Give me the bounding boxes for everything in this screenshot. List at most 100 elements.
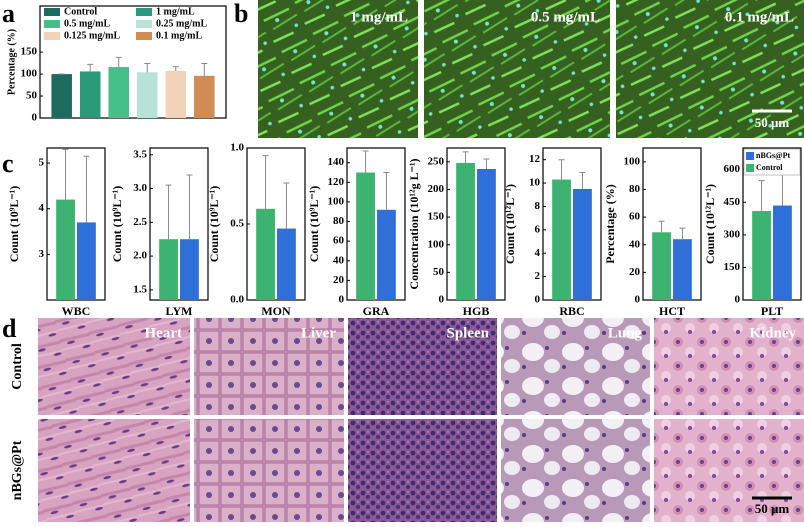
legend-swatch	[136, 20, 152, 28]
histology-image	[501, 419, 650, 522]
image-label: 0.1 mg/mL	[725, 9, 794, 25]
error-bar	[262, 155, 269, 209]
legend-label: 0.1 mg/mL	[156, 30, 202, 41]
y-tick-label: 1.5	[133, 283, 147, 295]
histology-image	[38, 318, 190, 415]
histology-image	[348, 318, 497, 415]
legend-label: 0.5 mg/mL	[64, 18, 110, 29]
y-tick-label: 20	[333, 274, 345, 286]
error-bar	[115, 56, 122, 68]
y-tick-label: 50	[26, 90, 38, 102]
y-tick-label: 100	[328, 195, 345, 207]
plot-frame	[149, 147, 209, 301]
error-bar	[658, 220, 665, 233]
scale-bar-label: 50 μm	[755, 501, 790, 516]
x-category-label: GRA	[363, 304, 390, 318]
y-tick-label: 150	[724, 261, 741, 273]
legend-swatch	[44, 32, 60, 40]
y-axis-label: Count (10⁹L⁻¹)	[307, 186, 321, 263]
histology-image	[501, 318, 650, 415]
error-bar	[462, 151, 469, 163]
plot-frame	[742, 147, 802, 301]
legend-label: Control	[64, 6, 97, 17]
x-category-label: PLT	[761, 304, 783, 318]
x-category-label: HCT	[659, 304, 685, 318]
plot-frame	[39, 5, 227, 119]
histology-image	[654, 318, 804, 415]
legend-swatch	[44, 20, 60, 28]
y-tick-label: 50	[433, 266, 445, 278]
legend-swatch	[136, 32, 152, 40]
y-tick-label: 3.5	[133, 148, 147, 160]
legend-label: Control	[756, 163, 783, 172]
histology-image	[654, 419, 804, 522]
y-axis-label: Count (10⁹L⁻¹)	[7, 186, 21, 263]
error-bar	[201, 63, 208, 76]
x-category-label: LYM	[166, 304, 193, 318]
error-bar	[186, 174, 193, 240]
error-bar	[758, 180, 765, 211]
y-tick-label: 3.0	[133, 182, 147, 194]
x-category-label: WBC	[62, 304, 91, 318]
bar	[552, 179, 571, 300]
x-category-label: HGB	[463, 304, 490, 318]
y-tick-label: 120	[328, 176, 345, 188]
bar	[77, 222, 96, 300]
error-bar	[383, 172, 390, 210]
histology-image	[38, 419, 190, 522]
y-axis-label: Count (10¹²L⁻¹)	[503, 184, 517, 264]
y-tick-label: 8	[535, 200, 541, 212]
y-tick-label: 0	[439, 294, 445, 306]
y-tick-label: 60	[629, 211, 641, 223]
image-label: 0.5 mg/mL	[531, 9, 600, 25]
y-tick-label: 600	[724, 163, 741, 175]
y-tick-label: 4	[39, 202, 45, 214]
y-tick-label: 0	[735, 294, 741, 306]
y-tick-label: 0	[32, 112, 38, 124]
histology-image	[348, 419, 497, 522]
y-tick-label: 150	[428, 211, 445, 223]
y-tick-label: 250	[428, 155, 445, 167]
column-label: Heart	[145, 325, 182, 341]
y-tick-label: 100	[21, 68, 38, 80]
y-tick-label: 100	[624, 155, 641, 167]
legend-swatch	[746, 152, 754, 160]
bar	[136, 72, 158, 118]
bar	[456, 162, 475, 300]
legend-label: 0.25 mg/mL	[156, 18, 207, 29]
y-tick-label: 140	[328, 156, 345, 168]
bar	[51, 74, 72, 118]
bar	[752, 210, 771, 300]
y-tick-label: 80	[333, 215, 345, 227]
y-tick-label: 60	[333, 235, 345, 247]
bar	[477, 169, 496, 300]
bar	[377, 209, 396, 300]
y-tick-label: 5	[39, 157, 45, 169]
column-label: Lung	[608, 325, 643, 341]
y-axis-label: Count (10⁹L⁻¹)	[207, 186, 221, 263]
y-tick-label: 0.0	[230, 294, 244, 306]
y-tick-label: 3	[39, 248, 45, 260]
y-tick-label: 300	[724, 228, 741, 240]
y-tick-label: 80	[629, 183, 641, 195]
plot-frame	[542, 147, 602, 301]
error-bar	[283, 182, 290, 229]
error-bar	[62, 148, 69, 200]
row-label: Control	[10, 343, 25, 390]
y-tick-label: 200	[428, 183, 445, 195]
error-bar	[558, 159, 565, 180]
error-bar	[362, 150, 369, 173]
plot-frame	[642, 147, 702, 301]
fluorescence-image	[258, 0, 418, 138]
y-tick-label: 20	[629, 266, 641, 278]
column-label: Kidney	[749, 325, 796, 341]
plot-frame	[346, 147, 406, 301]
fluorescence-image	[616, 0, 804, 138]
error-bar	[83, 155, 90, 223]
error-bar	[579, 172, 586, 189]
y-tick-label: 0	[535, 294, 541, 306]
y-tick-label: 2.0	[133, 250, 147, 262]
scale-bar-label: 50 μm	[755, 115, 790, 130]
panel-letter: a	[2, 0, 15, 28]
